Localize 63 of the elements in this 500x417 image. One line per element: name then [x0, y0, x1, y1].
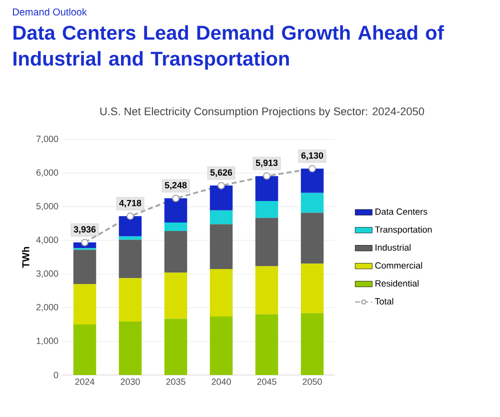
y-tick-label: 7,000	[36, 136, 58, 144]
y-tick-label: 2,000	[36, 304, 58, 312]
bar	[118, 278, 142, 322]
bar	[164, 198, 188, 223]
point	[81, 238, 88, 246]
x-tick-label: 2050	[302, 378, 322, 385]
bar	[210, 210, 233, 224]
x-tick-label: 2024	[75, 378, 94, 385]
y-tick-label: 4,000	[36, 236, 58, 244]
bar	[118, 216, 142, 236]
bar	[118, 321, 142, 375]
bar	[73, 250, 96, 284]
data-label: 5,913	[256, 160, 278, 168]
bar	[210, 268, 233, 316]
data-label: 6,130	[301, 152, 324, 160]
legend-label: Residential	[376, 280, 419, 287]
bar	[164, 318, 188, 375]
bar	[255, 218, 278, 266]
bar	[210, 224, 233, 269]
x-tick-label: 2030	[120, 378, 140, 385]
y-tick-label: 3,000	[36, 270, 58, 278]
bar	[164, 222, 188, 231]
x-tick-label: 2040	[212, 378, 231, 385]
bar	[210, 186, 233, 210]
bar	[255, 176, 278, 201]
y-tick-label: 5,000	[36, 203, 58, 210]
legend-label: Transportation	[374, 226, 432, 235]
bar	[164, 230, 188, 273]
bar	[118, 240, 142, 278]
x-tick-label: 2035	[166, 378, 186, 385]
bar	[255, 314, 278, 375]
data-label: 5,248	[164, 182, 187, 190]
bar	[73, 284, 96, 325]
point	[308, 164, 316, 172]
bar	[255, 266, 278, 314]
point	[172, 194, 180, 202]
bar	[300, 212, 324, 264]
chart-title: Data Centers Lead Demand Growth Ahead of Industrial and Transportation	[14, 25, 444, 70]
bar	[210, 316, 233, 375]
legend-label: Industrial	[376, 244, 411, 251]
point	[126, 212, 134, 220]
data-label: 3,936	[74, 226, 96, 234]
bar	[300, 313, 324, 375]
y-axis-title: TWh	[22, 247, 30, 268]
data-label: 5,626	[210, 169, 232, 177]
y-tick-label: 0	[54, 372, 58, 378]
y-tick-label: 1,000	[36, 338, 58, 346]
legend-label: Commercial	[375, 262, 422, 269]
point	[218, 182, 225, 190]
bar	[164, 272, 188, 319]
bar	[300, 168, 324, 193]
chart-subtitle: U.S. Net Electricity Consumption Projections by Sector: 2024-2050	[100, 107, 424, 118]
y-tick-label: 6,000	[36, 169, 58, 177]
legend-label: Total	[374, 298, 394, 305]
legend-label: Data Centers	[376, 208, 428, 215]
x-tick-label: 2045	[257, 378, 276, 385]
text: Demand Outlook	[13, 8, 87, 16]
bar	[255, 200, 278, 218]
bar	[73, 324, 96, 375]
point	[263, 172, 270, 180]
data-label: 4,718	[119, 200, 142, 208]
bar	[300, 192, 324, 213]
bar	[300, 264, 324, 314]
